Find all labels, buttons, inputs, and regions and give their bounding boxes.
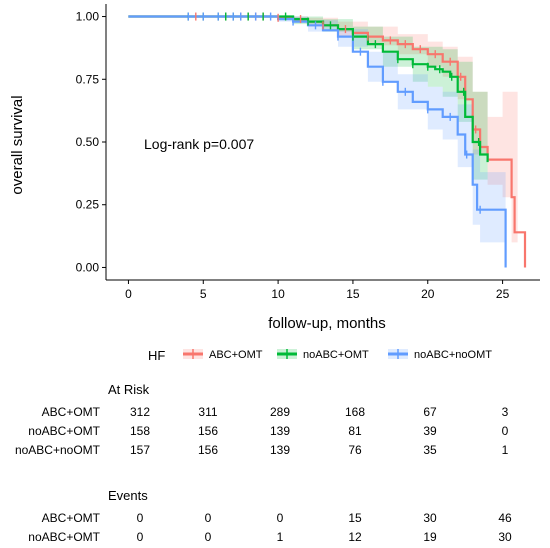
table-cell: 311: [198, 405, 217, 419]
table-cell: 158: [130, 424, 150, 438]
table-cell: 157: [130, 443, 150, 457]
table-cell: 46: [498, 511, 512, 525]
y-tick-label: 0.75: [76, 72, 100, 86]
table-cell: 0: [137, 511, 144, 525]
table-cell: 0: [502, 424, 509, 438]
table-row-label: noABC+OMT: [28, 424, 100, 438]
table-row-label: noABC+noOMT: [15, 443, 101, 457]
table-cell: 289: [270, 405, 290, 419]
y-tick-label: 1.00: [76, 10, 100, 24]
x-axis-title: follow-up, months: [268, 315, 386, 332]
table-cell: 0: [205, 511, 212, 525]
censor-marks: [187, 12, 481, 214]
legend-label-abc-omt: ABC+OMT: [209, 349, 263, 361]
log-rank-annotation: Log-rank p=0.007: [144, 136, 254, 152]
x-tick-label: 20: [421, 287, 435, 301]
legend-label-noabc-noomt: noABC+noOMT: [414, 349, 492, 361]
x-tick-label: 10: [271, 287, 285, 301]
table-cell: 139: [270, 424, 290, 438]
plot-area: 0 5 10 15 20 25 0.00 0.25 0.50 0.75 1.00 Log-rank …: [76, 4, 540, 301]
table-cell: 19: [423, 530, 437, 544]
table-cell: 0: [205, 530, 212, 544]
table-cell: 15: [348, 511, 362, 525]
table-cell: 168: [345, 405, 365, 419]
x-tick-label: 0: [125, 287, 132, 301]
table-cell: 30: [423, 511, 437, 525]
y-tick-label: 0.25: [76, 198, 100, 212]
table-cell: 1: [277, 530, 284, 544]
y-tick-label: 0.00: [76, 260, 100, 274]
table-cell: 156: [198, 424, 218, 438]
table-cell: 76: [348, 443, 362, 457]
table-row-label: ABC+OMT: [42, 405, 101, 419]
table-cell: 67: [423, 405, 437, 419]
y-axis-title: overall survival: [9, 95, 26, 194]
table-cell: 1: [502, 443, 509, 457]
table-cell: 81: [348, 424, 362, 438]
legend-title: HF: [148, 348, 165, 363]
table-cell: 12: [348, 530, 362, 544]
x-tick-label: 5: [200, 287, 207, 301]
table-cell: 0: [277, 511, 284, 525]
table-cell: 139: [270, 443, 290, 457]
y-tick-label: 0.50: [76, 135, 100, 149]
table-cell: 3: [502, 405, 509, 419]
x-tick-label: 15: [346, 287, 360, 301]
table-row-label: noABC+OMT: [28, 530, 100, 544]
ci-band-noabc-noomt: [128, 16, 506, 243]
table-cell: 312: [130, 405, 150, 419]
table-cell: 35: [423, 443, 437, 457]
table-title: At Risk: [108, 382, 150, 397]
risk-tables: At Risk ABC+OMT 312 311 289 168 67 3 noABC+OMT 15…: [15, 382, 512, 544]
x-tick-label: 25: [496, 287, 510, 301]
legend-label-noabc-omt: noABC+OMT: [303, 349, 369, 361]
table-cell: 0: [137, 530, 144, 544]
table-cell: 30: [498, 530, 512, 544]
table-cell: 156: [198, 443, 218, 457]
legend: HF ABC+OMT noABC+OMT noABC+noOMT: [148, 348, 492, 363]
table-title: Events: [108, 488, 148, 503]
table-row-label: ABC+OMT: [42, 511, 101, 525]
table-cell: 39: [423, 424, 437, 438]
axes: 0 5 10 15 20 25 0.00 0.25 0.50 0.75 1.00: [76, 4, 540, 301]
